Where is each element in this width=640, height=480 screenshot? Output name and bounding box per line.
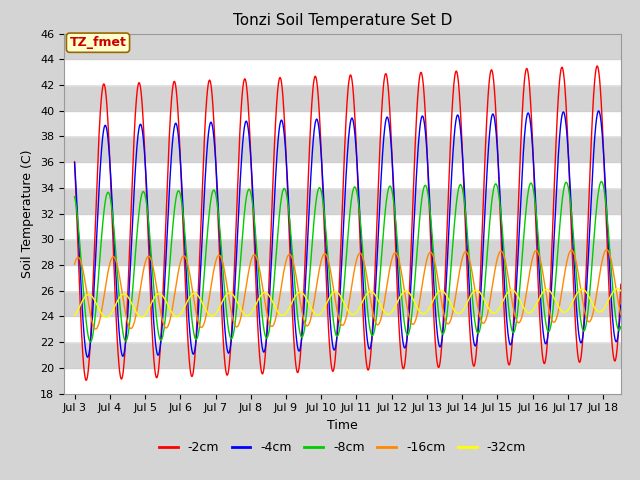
Bar — [64, 240, 621, 265]
Bar — [64, 265, 621, 291]
Bar — [64, 162, 621, 188]
Bar — [64, 34, 621, 60]
X-axis label: Time: Time — [327, 419, 358, 432]
Bar — [64, 111, 621, 136]
Y-axis label: Soil Temperature (C): Soil Temperature (C) — [22, 149, 35, 278]
Text: TZ_fmet: TZ_fmet — [70, 36, 127, 49]
Bar — [64, 291, 621, 316]
Title: Tonzi Soil Temperature Set D: Tonzi Soil Temperature Set D — [233, 13, 452, 28]
Bar — [64, 214, 621, 240]
Bar — [64, 342, 621, 368]
Bar — [64, 60, 621, 85]
Bar — [64, 136, 621, 162]
Bar — [64, 188, 621, 214]
Bar — [64, 316, 621, 342]
Bar — [64, 368, 621, 394]
Bar — [64, 85, 621, 111]
Legend: -2cm, -4cm, -8cm, -16cm, -32cm: -2cm, -4cm, -8cm, -16cm, -32cm — [154, 436, 531, 459]
